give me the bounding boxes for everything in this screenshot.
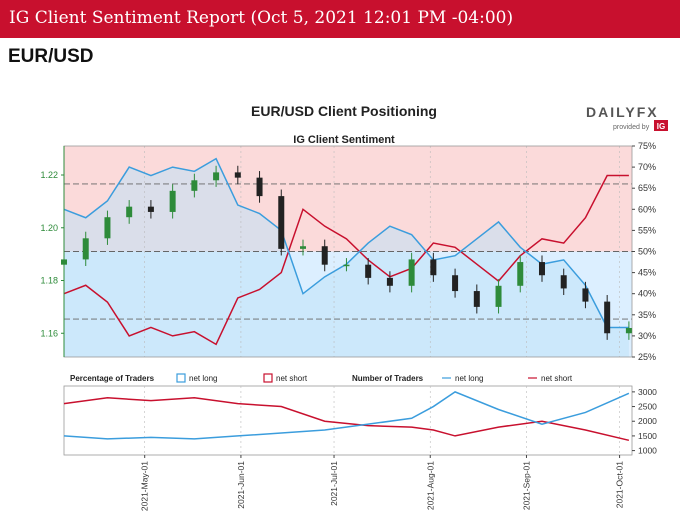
logo-sub: provided by	[613, 124, 650, 131]
sentiment-chart: EUR/USD Client Positioning IG Client Sen…	[0, 80, 680, 521]
chart-svg: EUR/USD Client Positioning IG Client Sen…	[40, 103, 668, 511]
candle-body-20	[495, 285, 502, 307]
currency-pair-heading: EUR/USD	[8, 46, 94, 67]
legend-pct-long-swatch	[176, 373, 186, 383]
mini-right-tick-label-2: 2000	[638, 416, 657, 426]
candle-body-8	[234, 172, 241, 178]
legend-pct-short-swatch	[263, 373, 273, 383]
right-tick-label-2: 35%	[638, 310, 656, 320]
right-tick-label-4: 45%	[638, 268, 656, 278]
net-long-area	[64, 158, 629, 357]
logo-text: DAILYFX	[586, 104, 659, 120]
right-tick-label-1: 30%	[638, 331, 656, 341]
report-title: IG Client Sentiment Report (Oct 5, 2021 …	[9, 8, 514, 28]
candle-body-21	[517, 262, 524, 286]
mini-right-tick-label-1: 1500	[638, 431, 657, 441]
candle-body-3	[126, 206, 133, 218]
candle-body-12	[321, 246, 328, 265]
mini-right-tick-label-0: 1000	[638, 446, 657, 456]
legend-num-long: net long	[455, 374, 483, 383]
right-tick-label-7: 60%	[638, 204, 656, 214]
legend-pct-long: net long	[189, 374, 217, 383]
candle-body-23	[560, 275, 567, 289]
mini-plot-border	[63, 385, 633, 456]
legend-num-short: net short	[541, 374, 573, 383]
ig-badge	[654, 120, 668, 131]
candle-body-26	[625, 327, 632, 334]
left-tick-label-3: 1.22	[40, 170, 58, 180]
right-tick-label-10: 75%	[638, 141, 656, 151]
candle-body-2	[104, 217, 111, 239]
candle-body-25	[604, 301, 611, 334]
legend-pct-short: net short	[276, 374, 308, 383]
x-tick-label-5: 2021-Oct-01	[615, 461, 625, 509]
right-tick-label-3: 40%	[638, 289, 656, 299]
report-banner: IG Client Sentiment Report (Oct 5, 2021 …	[0, 0, 680, 38]
right-tick-label-6: 55%	[638, 225, 656, 235]
candle-body-11	[299, 246, 306, 249]
mini-right-tick-label-4: 3000	[638, 387, 657, 397]
net-long-count-line	[63, 391, 630, 440]
x-tick-label-4: 2021-Sep-01	[521, 461, 531, 510]
traders-panel: 1000 1500 2000 2500 3000 2021-May-01 2021-Jun-…	[63, 385, 657, 511]
right-tick-label-5: 50%	[638, 247, 656, 257]
legend-pct-label: Percentage of Traders	[70, 374, 155, 383]
legend-num-label: Number of Traders	[352, 374, 424, 383]
right-tick-label-9: 70%	[638, 162, 656, 172]
candle-body-10	[278, 196, 285, 249]
net-short-count-line	[63, 396, 630, 442]
right-tick-label-8: 65%	[638, 183, 656, 193]
candle-body-4	[147, 206, 154, 212]
traders-legend: Percentage of Traders net long net short…	[70, 373, 573, 383]
candle-body-6	[191, 180, 198, 191]
candle-body-17	[430, 259, 437, 276]
x-tick-label-2: 2021-Jul-01	[329, 461, 339, 506]
main-plot	[61, 145, 633, 358]
candle-body-13	[343, 264, 350, 267]
candle-body-16	[408, 259, 415, 286]
candle-body-18	[452, 275, 459, 292]
dailyfx-logo: DAILYFX provided by IG	[586, 104, 668, 131]
candle-body-19	[473, 291, 480, 307]
x-tick-label-1: 2021-Jun-01	[236, 461, 246, 509]
left-tick-label-1: 1.18	[40, 276, 58, 286]
candle-body-5	[169, 190, 176, 212]
candle-body-15	[386, 277, 393, 286]
x-tick-label-3: 2021-Aug-01	[425, 461, 435, 510]
right-tick-label-0: 25%	[638, 352, 656, 362]
candle-body-1	[82, 238, 89, 260]
net-short-pct-line	[63, 174, 629, 346]
candle-body-14	[365, 264, 372, 278]
candle-body-22	[538, 262, 545, 276]
chart-title: EUR/USD Client Positioning	[251, 103, 437, 119]
x-tick-label-0: 2021-May-01	[140, 461, 150, 511]
left-tick-label-2: 1.20	[40, 223, 58, 233]
main-axes: 1.16 1.18 1.20 1.22 25% 30% 35% 40% 45% 50% 55% 60%…	[40, 141, 656, 362]
left-tick-label-0: 1.16	[40, 328, 58, 338]
mini-right-tick-label-3: 2500	[638, 402, 657, 412]
chart-subtitle: IG Client Sentiment	[293, 134, 395, 146]
candle-body-24	[582, 288, 589, 302]
ig-badge-text: IG	[657, 122, 665, 131]
candle-body-9	[256, 177, 263, 197]
candle-body-7	[213, 172, 220, 181]
